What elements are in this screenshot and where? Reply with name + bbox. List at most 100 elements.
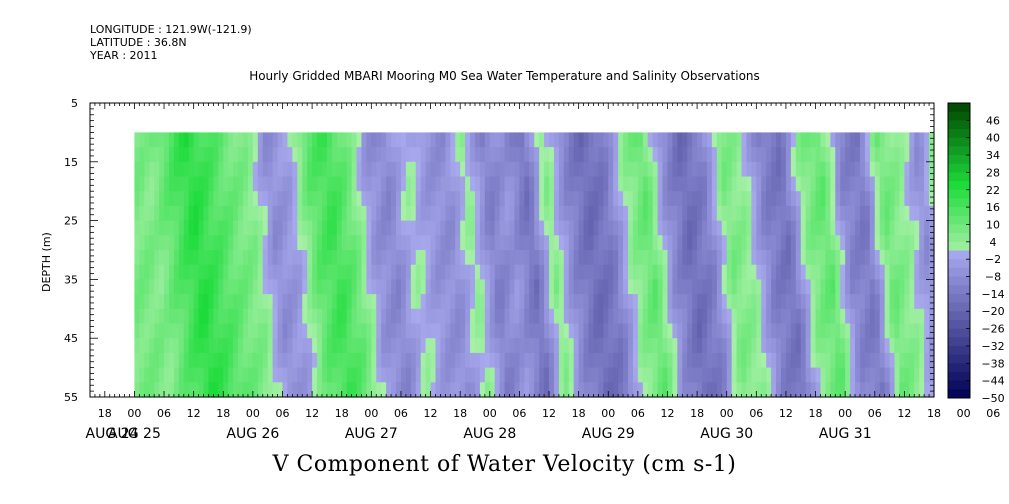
heatmap-cell: [706, 161, 713, 178]
heatmap-cell: [484, 147, 491, 163]
heatmap-cell: [405, 367, 412, 383]
heatmap-cell: [731, 338, 738, 354]
heatmap-cell: [326, 235, 333, 251]
heatmap-cell: [756, 264, 762, 280]
heatmap-cell: [825, 161, 831, 178]
heatmap-cell: [820, 352, 827, 369]
heatmap-cell: [178, 367, 185, 383]
heatmap-cell: [509, 264, 516, 280]
heatmap-cell: [869, 235, 876, 251]
heatmap-cell: [173, 132, 180, 148]
heatmap-cell: [445, 161, 451, 178]
heatmap-cell: [593, 264, 599, 280]
heatmap-cell: [247, 176, 254, 192]
heatmap-cell: [672, 205, 678, 222]
heatmap-cell: [716, 323, 723, 339]
heatmap-cell: [223, 382, 229, 398]
heatmap-cell: [864, 338, 871, 354]
heatmap-cell: [874, 308, 881, 325]
heatmap-cell: [637, 176, 644, 192]
heatmap-cell: [534, 220, 540, 236]
heatmap-cell: [859, 250, 866, 266]
heatmap-cell: [805, 191, 812, 207]
heatmap-cell: [178, 382, 185, 398]
heatmap-cell: [529, 205, 535, 222]
heatmap-cell: [869, 205, 876, 222]
heatmap-cell: [302, 323, 308, 339]
heatmap-cell: [647, 205, 654, 222]
heatmap-cell: [460, 132, 466, 148]
heatmap-cell: [470, 191, 476, 207]
heatmap-cell: [657, 323, 664, 339]
heatmap-cell: [173, 308, 180, 325]
heatmap-cell: [667, 338, 674, 354]
heatmap-cell: [336, 264, 343, 280]
heatmap-cell: [721, 279, 728, 295]
heatmap-cell: [366, 161, 372, 178]
heatmap-cell: [257, 176, 264, 192]
heatmap-cell: [549, 308, 555, 325]
heatmap-cell: [889, 191, 896, 207]
heatmap-cell: [154, 191, 160, 207]
heatmap-cell: [864, 132, 871, 148]
heatmap-cell: [519, 352, 525, 369]
heatmap-cell: [667, 132, 674, 148]
heatmap-cell: [144, 308, 150, 325]
heatmap-cell: [593, 205, 599, 222]
heatmap-cell: [583, 323, 590, 339]
heatmap-cell: [277, 279, 284, 295]
heatmap-cell: [371, 147, 377, 163]
heatmap-cell: [588, 367, 595, 383]
x-hour-label: 06: [868, 407, 882, 420]
heatmap-cell: [884, 220, 891, 236]
heatmap-cell: [341, 161, 348, 178]
heatmap-cell: [238, 132, 244, 148]
heatmap-cell: [257, 264, 264, 280]
heatmap-cell: [183, 235, 190, 251]
heatmap-cell: [489, 132, 496, 148]
heatmap-cell: [307, 382, 313, 398]
heatmap-cell: [277, 132, 284, 148]
heatmap-cell: [262, 205, 269, 222]
heatmap-cell: [632, 147, 639, 163]
heatmap-cell: [756, 352, 762, 369]
heatmap-cell: [198, 220, 205, 236]
heatmap-cell: [297, 161, 303, 178]
heatmap-cell: [386, 352, 392, 369]
heatmap-cell: [924, 235, 930, 251]
heatmap-cell: [238, 323, 244, 339]
heatmap-cell: [405, 308, 412, 325]
heatmap-cell: [509, 279, 516, 295]
heatmap-cell: [193, 382, 200, 398]
heatmap-cell: [899, 161, 905, 178]
heatmap-cell: [835, 308, 841, 325]
heatmap-cell: [410, 161, 417, 178]
heatmap-cell: [667, 323, 674, 339]
heatmap-cell: [884, 367, 891, 383]
heatmap-cell: [346, 264, 353, 280]
colorbar-swatch: [948, 129, 970, 139]
heatmap-cell: [855, 323, 861, 339]
heatmap-cell: [904, 382, 910, 398]
heatmap-cell: [386, 176, 392, 192]
heatmap-cell: [909, 279, 915, 295]
heatmap-cell: [317, 323, 323, 339]
heatmap-cell: [726, 147, 733, 163]
heatmap-cell: [292, 308, 298, 325]
heatmap-cell: [257, 367, 264, 383]
heatmap-cell: [159, 161, 165, 178]
heatmap-cell: [835, 147, 841, 163]
heatmap-cell: [884, 352, 891, 369]
heatmap-cell: [919, 147, 925, 163]
heatmap-cell: [929, 220, 935, 236]
heatmap-cell: [302, 235, 308, 251]
heatmap-cell: [193, 147, 200, 163]
heatmap-cell: [711, 147, 718, 163]
heatmap-cell: [553, 279, 560, 295]
heatmap-cell: [479, 132, 486, 148]
heatmap-cell: [317, 191, 323, 207]
heatmap-cell: [188, 235, 195, 251]
heatmap-cell: [400, 308, 407, 325]
heatmap-cell: [859, 205, 866, 222]
